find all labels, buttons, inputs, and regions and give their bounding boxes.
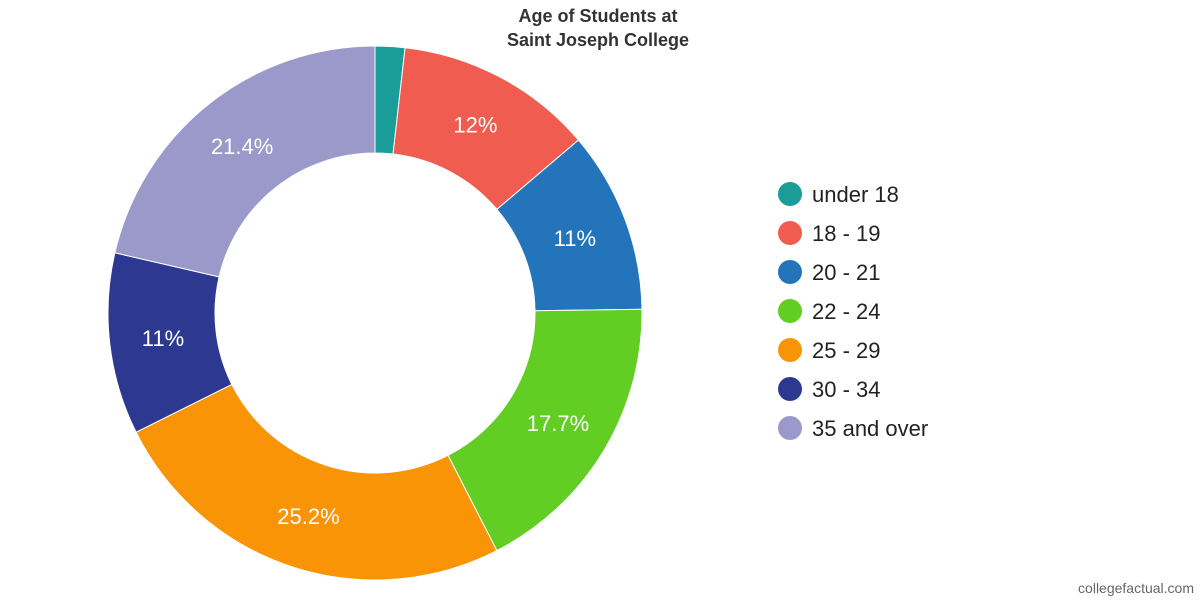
- legend-label: 35 and over: [812, 416, 928, 441]
- legend-item: 35 and over: [778, 416, 928, 441]
- donut-slice-7: [114, 45, 376, 278]
- legend-swatch: [778, 338, 802, 362]
- slice-label-3: 11%: [554, 226, 596, 251]
- legend-swatch: [778, 377, 802, 401]
- slice-label-4: 17.7%: [527, 411, 589, 436]
- legend-swatch: [778, 260, 802, 284]
- slice-label-2: 12%: [453, 113, 497, 138]
- slice-label-7: 21.4%: [211, 134, 273, 159]
- slice-label-5: 25.2%: [277, 504, 339, 529]
- slice-label-6: 11%: [142, 326, 184, 351]
- legend-item: 20 - 21: [778, 260, 881, 285]
- legend-label: 20 - 21: [812, 260, 881, 285]
- watermark: collegefactual.com: [1078, 580, 1194, 596]
- legend-swatch: [778, 221, 802, 245]
- legend-swatch: [778, 299, 802, 323]
- chart-title-line-2: Saint Joseph College: [507, 30, 689, 50]
- donut-slice-4: [447, 308, 643, 552]
- slice-labels: 12% 11% 17.7% 25.2% 11% 21.4%: [142, 113, 596, 529]
- legend-item: under 18: [778, 182, 899, 207]
- legend-label: 25 - 29: [812, 338, 881, 363]
- chart-title: Age of Students at Saint Joseph College: [507, 6, 689, 50]
- chart-title-line-1: Age of Students at: [518, 6, 677, 26]
- legend-label: 30 - 34: [812, 377, 881, 402]
- legend-label: 18 - 19: [812, 221, 881, 246]
- legend-item: 25 - 29: [778, 338, 881, 363]
- legend: under 18 18 - 19 20 - 21 22 - 24 25 - 29 30 -…: [778, 182, 928, 441]
- donut-slices: [107, 45, 643, 581]
- legend-label: under 18: [812, 182, 899, 207]
- legend-item: 18 - 19: [778, 221, 881, 246]
- legend-label: 22 - 24: [812, 299, 881, 324]
- legend-swatch: [778, 182, 802, 206]
- legend-swatch: [778, 416, 802, 440]
- legend-item: 30 - 34: [778, 377, 881, 402]
- legend-item: 22 - 24: [778, 299, 881, 324]
- donut-slice-5: [135, 383, 498, 581]
